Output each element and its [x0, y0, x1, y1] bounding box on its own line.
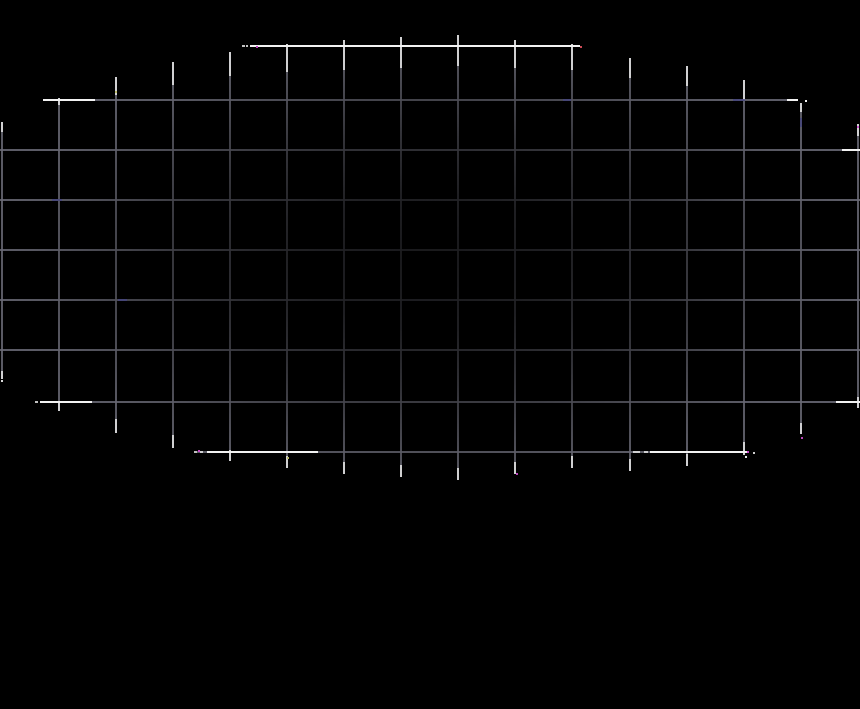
noise-fleck — [287, 457, 289, 459]
blue-tint-patch — [563, 99, 571, 101]
noise-fleck — [1, 380, 3, 382]
noise-fleck — [857, 126, 859, 128]
noise-fleck — [256, 46, 258, 48]
noise-fleck — [516, 473, 518, 475]
blue-tint-patch — [118, 299, 127, 301]
noise-fleck — [198, 450, 200, 452]
noise-fleck — [580, 46, 582, 48]
noise-flecks — [1, 46, 859, 475]
vignette-overlay — [0, 30, 860, 494]
noise-fleck — [753, 452, 755, 454]
blue-tint-patch — [733, 99, 745, 101]
grid-white-segments — [1, 35, 860, 480]
noise-fleck — [115, 91, 117, 93]
blue-tint-patch — [800, 118, 802, 127]
blue-tint-patch — [52, 199, 62, 201]
noise-fleck — [801, 437, 803, 439]
noise-fleck — [805, 100, 807, 102]
noise-fleck — [747, 451, 749, 453]
noise-fleck — [745, 456, 747, 458]
